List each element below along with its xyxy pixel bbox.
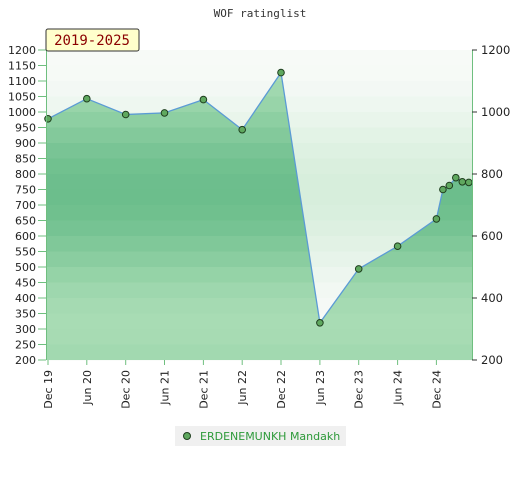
area-stripe — [46, 329, 472, 345]
data-point[interactable] — [393, 242, 402, 250]
y-tick-label: 800 — [15, 168, 36, 181]
y-tick-label: 250 — [15, 339, 36, 352]
y-tick-label: 1150 — [8, 60, 36, 73]
y-tick-label: 950 — [15, 122, 36, 135]
data-point[interactable] — [199, 95, 208, 104]
band — [46, 65, 472, 82]
data-point[interactable] — [121, 110, 130, 119]
data-point[interactable] — [445, 181, 454, 190]
data-point[interactable] — [83, 94, 91, 103]
y-tick-label: 1050 — [8, 91, 36, 104]
y-right-tick-label: 1000 — [481, 105, 510, 119]
x-tick-label: Dec 22 — [275, 370, 288, 409]
y-tick-label: 750 — [15, 184, 36, 197]
y-right-tick-label: 600 — [481, 229, 503, 243]
x-tick-label: Jun 23 — [314, 370, 327, 406]
data-point[interactable] — [465, 178, 473, 187]
legend-label: ERDENEMUNKH Mandakh — [200, 430, 340, 443]
y-tick-label: 650 — [15, 215, 36, 228]
band — [46, 81, 472, 97]
y-right-tick-label: 800 — [481, 167, 503, 181]
y-tick-label: 1000 — [8, 106, 36, 119]
area-stripe — [46, 298, 472, 314]
area-stripe — [46, 251, 472, 268]
y-tick-label: 1100 — [8, 75, 36, 88]
y-axis-right: 200 400 600 800 1000 1200 — [472, 43, 510, 367]
legend[interactable]: ERDENEMUNKH Mandakh — [175, 426, 346, 446]
band — [46, 50, 472, 66]
period-label: 2019-2025 — [54, 33, 130, 49]
y-right-tick-label: 1200 — [481, 43, 510, 57]
area-stripe — [46, 344, 472, 360]
data-point[interactable] — [44, 115, 52, 123]
y-right-tick-label: 200 — [481, 353, 503, 367]
y-tick-label: 900 — [15, 137, 36, 150]
x-tick-label: Dec 20 — [120, 370, 133, 409]
y-tick-label: 1200 — [8, 44, 36, 57]
area-stripe — [46, 282, 472, 299]
data-point[interactable] — [452, 173, 460, 182]
x-axis: Dec 19 Jun 20 Dec 20 Jun 21 Dec 21 Jun 22 Dec … — [42, 360, 443, 409]
y-tick-label: 550 — [15, 246, 36, 259]
data-point[interactable] — [439, 185, 447, 194]
x-tick-label: Jun 20 — [81, 370, 94, 406]
x-tick-label: Jun 21 — [159, 370, 172, 406]
data-point[interactable] — [277, 68, 285, 77]
data-point[interactable] — [458, 178, 467, 186]
y-tick-label: 850 — [15, 153, 36, 166]
x-tick-label: Dec 23 — [353, 370, 366, 409]
y-tick-label: 450 — [15, 277, 36, 290]
x-tick-label: Jun 24 — [392, 370, 405, 406]
y-tick-label: 500 — [15, 261, 36, 274]
y-axis-left: 200 250 300 350 400 450 500 550 600 650 700 750 800 8… — [8, 44, 46, 367]
area-stripe — [46, 313, 472, 330]
data-point[interactable] — [316, 319, 324, 327]
y-right-tick-label: 400 — [481, 291, 503, 305]
x-tick-label: Dec 24 — [430, 370, 443, 409]
legend-marker-icon — [183, 432, 191, 440]
data-point[interactable] — [160, 109, 169, 117]
rating-points — [44, 68, 473, 327]
chart-title: WOF ratinglist — [214, 7, 307, 20]
x-tick-label: Jun 22 — [236, 370, 249, 406]
period-badge: 2019-2025 — [45, 28, 140, 52]
y-tick-label: 200 — [15, 354, 36, 367]
y-tick-label: 350 — [15, 308, 36, 321]
y-tick-label: 400 — [15, 292, 36, 305]
x-tick-label: Dec 19 — [42, 370, 55, 409]
y-tick-label: 700 — [15, 199, 36, 212]
data-point[interactable] — [354, 265, 363, 273]
data-point[interactable] — [432, 215, 441, 223]
area-stripe — [46, 267, 472, 283]
data-point[interactable] — [238, 125, 246, 134]
y-tick-label: 600 — [15, 230, 36, 243]
x-tick-label: Dec 21 — [197, 370, 210, 409]
y-tick-label: 300 — [15, 323, 36, 336]
